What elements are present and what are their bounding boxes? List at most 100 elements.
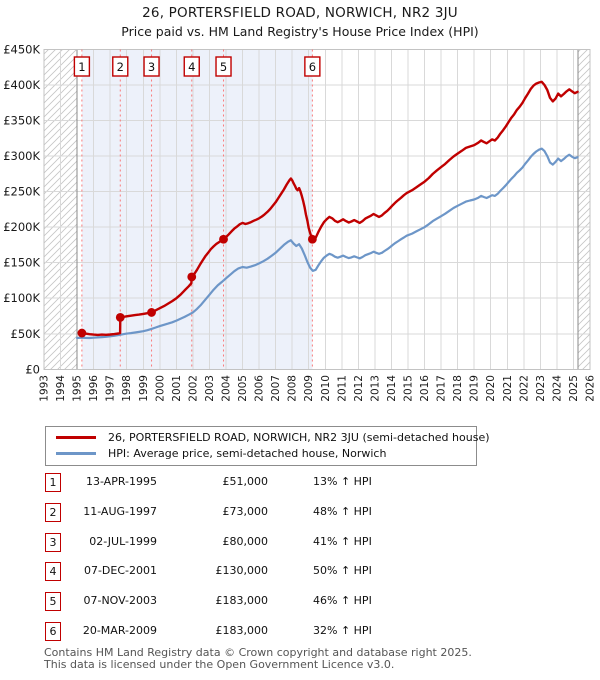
x-axis-label: 1994: [55, 375, 67, 402]
sale-hpi-diff: 32% ↑ HPI: [313, 624, 372, 637]
sale-price: £183,000: [215, 624, 269, 637]
sale-price: £80,000: [222, 534, 269, 548]
x-axis-label: 2009: [303, 375, 315, 402]
sale-hpi-diff: 41% ↑ HPI: [313, 534, 372, 548]
sale-point-4[interactable]: [187, 272, 197, 282]
y-axis-label: £200K: [3, 220, 40, 234]
sale-label-box-5[interactable]: [215, 56, 232, 77]
sale-row: 4 07-DEC-2001 £130,000 50% ↑ HPI: [0, 562, 600, 584]
sale-hpi-diff: 48% ↑ HPI: [313, 504, 372, 518]
footer-line-2: This data is licensed under the Open Gov…: [44, 657, 395, 671]
x-axis-label: 2013: [369, 375, 381, 402]
x-axis-label: 2002: [187, 375, 199, 402]
x-axis-label: 2016: [419, 375, 431, 402]
sale-point-3[interactable]: [147, 308, 156, 317]
legend-item-hpi: HPI: Average price, semi-detached house,…: [46, 445, 476, 461]
x-axis-label: 1998: [121, 375, 133, 402]
x-axis-label: 2003: [204, 375, 216, 402]
sale-label-number: 5: [220, 60, 227, 74]
x-axis-label: 2007: [270, 375, 282, 402]
chart-legend: 26, PORTERSFIELD ROAD, NORWICH, NR2 3JU …: [45, 426, 490, 466]
x-axis-label: 2008: [287, 375, 299, 402]
page-title: 26, PORTERSFIELD ROAD, NORWICH, NR2 3JU: [142, 5, 458, 21]
x-axis-label: 2001: [171, 375, 183, 402]
sale-number-badge: 1: [45, 473, 61, 492]
sale-number-badge: 3: [45, 532, 61, 552]
sale-date: 20-MAR-2009: [82, 624, 157, 637]
y-axis-label: £100K: [3, 291, 40, 305]
sale-date: 07-DEC-2001: [83, 564, 157, 578]
x-axis-label: 2023: [535, 375, 547, 402]
legend-label: HPI: Average price, semi-detached house,…: [108, 446, 387, 460]
sale-row: 6 20-MAR-2009 £183,000 32% ↑ HPI: [0, 622, 600, 644]
sale-date: 11-AUG-1997: [83, 504, 157, 518]
plot-border: [43, 49, 591, 370]
x-axis-label: 2006: [254, 375, 266, 402]
sale-row: 2 11-AUG-1997 £73,000 48% ↑ HPI: [0, 502, 600, 525]
price-chart: 1 2 3 4 5 6 £0 £50K £100K £150K £200K £250K £300K £35…: [3, 43, 597, 402]
sale-number-badge: 6: [45, 622, 61, 641]
sale-point-6[interactable]: [307, 234, 317, 244]
sale-label-box-4[interactable]: [183, 56, 200, 77]
legend-item-price-paid: 26, PORTERSFIELD ROAD, NORWICH, NR2 3JU …: [46, 429, 490, 445]
hatch-right: [577, 49, 590, 370]
x-axis-label: 2010: [320, 375, 332, 402]
sale-price: £183,000: [215, 594, 269, 608]
x-axis-label: 2022: [518, 375, 530, 402]
sale-number-badge: 2: [45, 502, 61, 522]
x-axis-label: 1996: [88, 375, 100, 402]
sale-label-box-3[interactable]: [143, 56, 160, 77]
legend-label: 26, PORTERSFIELD ROAD, NORWICH, NR2 3JU …: [108, 430, 490, 444]
license-footer: Contains HM Land Registry data © Crown c…: [44, 647, 584, 670]
x-axis-label: 2018: [452, 375, 464, 402]
x-axis-label: 2005: [237, 375, 249, 402]
sale-number-badge: 4: [45, 562, 61, 582]
sale-price: £51,000: [222, 475, 269, 488]
sale-point-5[interactable]: [219, 234, 228, 244]
x-axis-label: 2012: [353, 375, 365, 402]
x-axis-label: 2026: [585, 375, 597, 402]
x-axis-label: 2021: [502, 375, 514, 402]
x-axis-label: 2015: [403, 375, 415, 402]
x-axis-label: 2025: [568, 375, 580, 402]
hpi-line: [75, 147, 579, 340]
sale-point-2[interactable]: [115, 313, 125, 322]
x-axis-label: 2017: [436, 375, 448, 402]
x-axis-label: 2020: [485, 375, 497, 402]
y-axis-label: £300K: [3, 149, 40, 163]
x-axis-label: 2024: [551, 375, 563, 402]
x-axis-label: 2000: [154, 375, 166, 402]
y-axis-label: £0: [25, 362, 40, 376]
sale-price: £130,000: [215, 564, 269, 578]
x-axis-label: 1997: [105, 375, 117, 402]
sale-label-box-2[interactable]: [112, 56, 129, 77]
sale-hpi-diff: 50% ↑ HPI: [313, 564, 372, 578]
x-axis-label: 2019: [469, 375, 481, 402]
footer-line-1: Contains HM Land Registry data © Crown c…: [44, 646, 472, 659]
page-subtitle: Price paid vs. HM Land Registry's House …: [121, 24, 479, 39]
sale-label-number: 4: [188, 60, 195, 74]
y-axis-label: £50K: [11, 327, 41, 341]
y-axis-label: £450K: [3, 43, 40, 57]
legend-line-swatch: [56, 435, 96, 439]
legend-line-swatch: [56, 451, 96, 455]
x-axis-label: 1999: [138, 375, 150, 402]
sale-row: 1 13-APR-1995 £51,000 13% ↑ HPI: [0, 473, 600, 495]
ownership-band: [81, 49, 313, 370]
sale-date: 02-JUL-1999: [89, 534, 157, 548]
sale-hpi-diff: 13% ↑ HPI: [313, 475, 372, 488]
x-axis-label: 1995: [72, 375, 84, 402]
sale-point-1[interactable]: [77, 328, 87, 338]
y-axis-label: £350K: [3, 114, 40, 128]
y-axis-label: £150K: [3, 256, 40, 270]
sale-label-number: 6: [309, 60, 316, 74]
sale-hpi-diff: 46% ↑ HPI: [313, 594, 372, 608]
sale-label-box-6[interactable]: [304, 56, 321, 77]
sale-date: 07-NOV-2003: [83, 594, 157, 608]
sale-price: £73,000: [222, 504, 269, 518]
x-axis-label: 2014: [386, 375, 398, 402]
sale-label-box-1[interactable]: [73, 56, 91, 77]
x-axis-label: 1993: [39, 375, 51, 402]
sale-label-number: 1: [78, 60, 85, 74]
